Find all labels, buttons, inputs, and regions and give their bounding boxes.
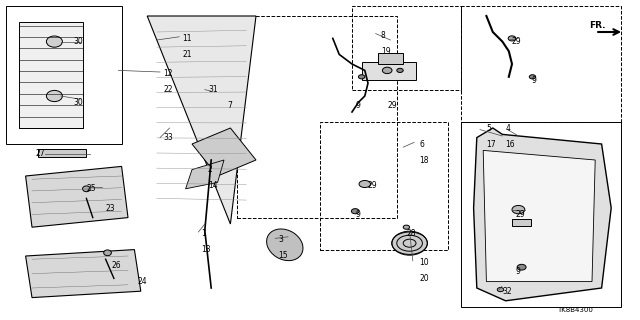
Text: 11: 11 [182,34,192,43]
Polygon shape [26,166,128,227]
Text: 20: 20 [419,274,429,283]
Ellipse shape [529,75,536,79]
Ellipse shape [104,250,111,256]
Text: 13: 13 [202,245,211,254]
Text: 27: 27 [35,149,45,158]
Text: 21: 21 [182,50,192,59]
Text: 10: 10 [419,258,429,267]
Ellipse shape [83,186,90,192]
Bar [512,219,531,226]
Text: FR.: FR. [589,21,605,30]
Text: 29: 29 [368,181,378,190]
Ellipse shape [397,68,403,73]
Text: 31: 31 [208,85,218,94]
Ellipse shape [517,264,526,270]
Ellipse shape [383,67,392,74]
Text: 9: 9 [355,101,360,110]
Text: 25: 25 [86,184,96,193]
Polygon shape [474,128,611,301]
Text: 23: 23 [106,204,115,212]
Text: 24: 24 [138,277,147,286]
Ellipse shape [359,180,371,188]
Text: 1: 1 [202,229,206,238]
Ellipse shape [392,231,428,255]
Ellipse shape [47,91,63,102]
Text: 29: 29 [515,210,525,219]
Polygon shape [26,250,141,298]
Polygon shape [483,150,595,282]
Text: 9: 9 [515,268,520,276]
Text: 29: 29 [387,101,397,110]
Ellipse shape [351,209,359,214]
Text: 7: 7 [227,101,232,110]
Ellipse shape [497,287,504,292]
Ellipse shape [508,36,516,41]
Text: 15: 15 [278,252,288,260]
Bar [378,53,403,64]
Polygon shape [186,160,224,189]
Ellipse shape [358,75,365,79]
Text: 5: 5 [486,124,492,132]
Text: 16: 16 [506,140,515,148]
Polygon shape [192,128,256,176]
Text: 32: 32 [502,287,512,296]
Text: 18: 18 [419,156,429,164]
Ellipse shape [512,205,525,214]
Polygon shape [147,16,256,224]
Text: 12: 12 [163,69,173,78]
Ellipse shape [47,36,63,47]
Text: 26: 26 [112,261,122,270]
Bar [19,22,83,128]
Text: 6: 6 [419,140,424,148]
Text: TK8B4300: TK8B4300 [557,308,593,313]
Bar [362,62,416,80]
Text: 14: 14 [208,181,218,190]
Text: 33: 33 [163,133,173,142]
Text: 9: 9 [355,210,360,219]
Text: 9: 9 [531,76,536,84]
Text: 29: 29 [512,37,522,46]
Text: 19: 19 [381,47,390,56]
Ellipse shape [267,229,303,260]
Text: 30: 30 [74,37,83,46]
Text: 28: 28 [406,229,416,238]
Text: 30: 30 [74,98,83,107]
Text: 22: 22 [163,85,173,94]
Text: 8: 8 [381,31,385,40]
Text: 2: 2 [208,165,212,174]
Bar [38,149,86,157]
Ellipse shape [403,225,410,229]
Text: 17: 17 [486,140,496,148]
Text: 4: 4 [506,124,511,132]
Text: 3: 3 [278,236,284,244]
